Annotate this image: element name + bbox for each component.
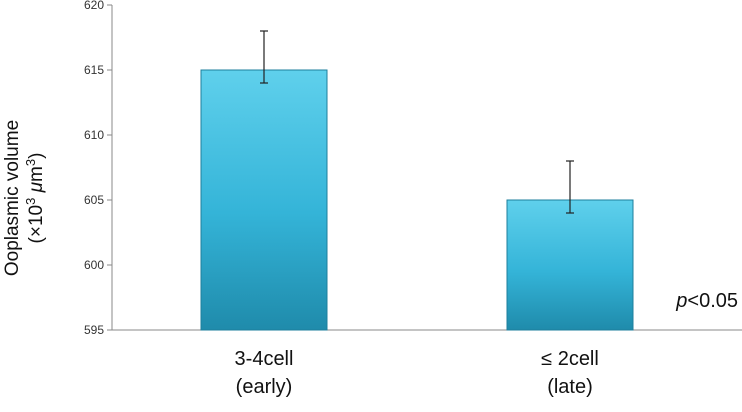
y-tick-label: 610: [84, 128, 104, 142]
y-tick-label: 595: [84, 323, 104, 337]
y-tick-label: 600: [84, 258, 104, 272]
y-tick-label: 620: [84, 0, 104, 12]
p-value-annotation: p<0.05: [675, 290, 738, 312]
ylabel-part-close: ): [26, 153, 47, 159]
y-tick-label: 605: [84, 193, 104, 207]
ylabel-part-open: (×10: [26, 205, 47, 244]
y-axis-label-line2: (×103 μm3): [23, 153, 47, 244]
x-category-label: ≤ 2cell: [541, 348, 599, 370]
x-category-label: (late): [547, 376, 593, 398]
p-threshold: <0.05: [687, 290, 738, 312]
ylabel-part-mu: μ: [26, 181, 47, 197]
x-category-label: (early): [236, 376, 293, 398]
x-category-label: 3-4cell: [235, 348, 294, 370]
bar: [506, 199, 634, 331]
ylabel-part-exp2: 3: [23, 159, 38, 166]
y-axis-label-line1: Ooplasmic volume: [2, 120, 23, 276]
ylabel-part-m: m: [26, 166, 47, 182]
bar: [200, 69, 328, 331]
p-symbol: p: [675, 290, 687, 312]
y-tick-label: 615: [84, 63, 104, 77]
ylabel-part-exp: 3: [23, 198, 38, 205]
